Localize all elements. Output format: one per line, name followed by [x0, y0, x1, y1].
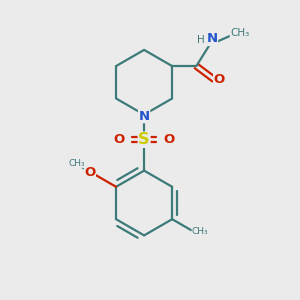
Text: CH₃: CH₃: [230, 28, 249, 38]
Text: CH₃: CH₃: [68, 159, 85, 168]
Text: S: S: [138, 132, 150, 147]
Text: O: O: [84, 166, 96, 179]
Text: N: N: [139, 110, 150, 123]
Text: H: H: [197, 34, 205, 45]
Text: CH₃: CH₃: [192, 227, 208, 236]
Text: O: O: [113, 133, 125, 146]
Text: O: O: [214, 73, 225, 86]
Text: O: O: [164, 133, 175, 146]
Text: N: N: [206, 32, 218, 46]
